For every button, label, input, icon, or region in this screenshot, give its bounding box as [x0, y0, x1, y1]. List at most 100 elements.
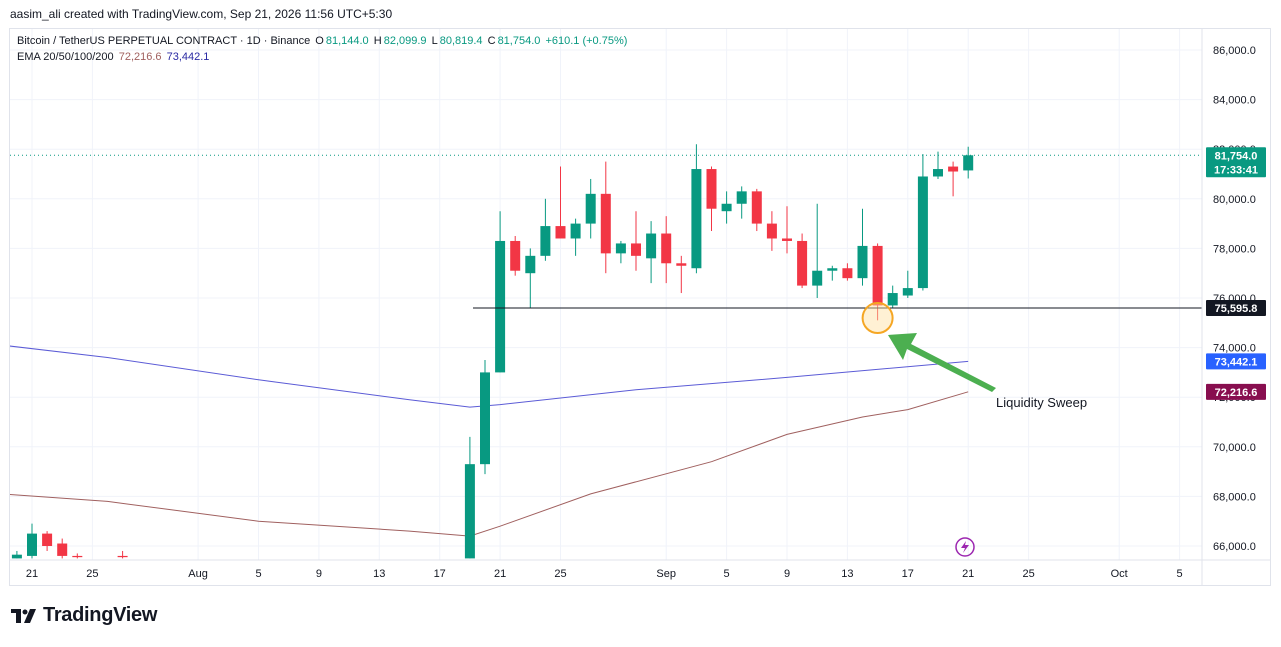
candle	[495, 211, 506, 373]
grid	[10, 29, 1202, 560]
current-price-badge-text: 17:33:41	[1214, 164, 1258, 176]
candle	[812, 203, 823, 298]
candle-body	[631, 243, 641, 256]
level-badge-text: 75,595.8	[1215, 303, 1258, 315]
x-tick-label: 9	[316, 568, 322, 580]
candle-body	[525, 255, 536, 274]
candle	[963, 146, 974, 179]
y-tick-label: 86,000.0	[1213, 45, 1256, 57]
candle-body	[751, 191, 762, 224]
candle	[948, 161, 959, 197]
legend-symbol: Bitcoin / TetherUS PERPETUAL CONTRACT · …	[17, 35, 311, 47]
candle	[555, 166, 566, 239]
x-tick-label: 21	[494, 568, 506, 580]
x-tick-label: 21	[26, 568, 38, 580]
candle	[706, 166, 717, 232]
candle-body	[11, 554, 22, 559]
candle-body	[736, 191, 747, 204]
candle	[11, 550, 22, 559]
candle	[917, 154, 928, 291]
legend-ema: EMA 20/50/100/200 72,216.6 73,442.1	[17, 51, 211, 63]
candle	[540, 198, 551, 261]
candle-body	[540, 226, 551, 256]
x-tick-label: 5	[1177, 568, 1183, 580]
x-tick-label: 25	[86, 568, 98, 580]
ema-brown-badge-text: 72,216.6	[1215, 387, 1258, 399]
level-badge: 75,595.8	[1206, 300, 1266, 317]
axes[interactable]: 66,000.068,000.070,000.072,000.074,000.0…	[10, 29, 1270, 586]
candle	[691, 144, 702, 274]
candle-body	[117, 555, 128, 558]
candle-body	[495, 240, 506, 373]
tradingview-logo-icon	[11, 608, 36, 623]
candle	[631, 211, 641, 271]
candle-body	[570, 223, 581, 239]
level-badge-bg	[1206, 300, 1266, 317]
legend-open-label: O	[315, 35, 324, 47]
candles[interactable]	[11, 144, 974, 559]
candle	[782, 206, 792, 254]
candle-body	[872, 245, 883, 306]
legend-ohlc: Bitcoin / TetherUS PERPETUAL CONTRACT · …	[17, 35, 629, 47]
legend-low-value: 80,819.4	[439, 35, 483, 47]
candle-body	[766, 223, 777, 239]
candle-body	[615, 243, 626, 254]
candle	[872, 243, 883, 321]
candle-body	[480, 372, 490, 465]
x-tick-label: Sep	[656, 568, 676, 580]
sweep-arrow	[888, 333, 996, 392]
chart-frame	[9, 28, 1271, 586]
candle	[661, 216, 672, 284]
sweep-circle	[861, 302, 894, 335]
candle-body	[782, 238, 792, 241]
candle-body	[721, 203, 732, 212]
candle	[797, 233, 808, 289]
candle-body	[706, 169, 717, 209]
candle-body	[827, 268, 838, 271]
replay-icon[interactable]	[955, 537, 975, 557]
x-tick-label: 25	[554, 568, 566, 580]
candle	[525, 248, 536, 308]
candle	[27, 523, 37, 559]
candle	[736, 186, 747, 219]
y-tick-label: 84,000.0	[1213, 95, 1256, 107]
ema-blue-badge: 73,442.1	[1206, 353, 1266, 370]
candle	[117, 550, 128, 559]
candle	[600, 161, 611, 274]
candle-body	[842, 268, 853, 279]
candle	[480, 360, 490, 475]
x-tick-label: 5	[724, 568, 730, 580]
legend-open-value: 81,144.0	[325, 35, 369, 47]
y-tick-label: 70,000.0	[1213, 442, 1256, 454]
chart-caption: aasim_ali created with TradingView.com, …	[10, 7, 393, 21]
ema-brown-badge: 72,216.6	[1206, 383, 1266, 400]
current-price-badge: 81,754.0 17:33:41	[1206, 147, 1266, 178]
candle-body	[72, 555, 83, 558]
x-tick-label: 5	[255, 568, 261, 580]
x-tick-label: Oct	[1111, 568, 1128, 580]
candle-body	[963, 155, 974, 171]
candle	[464, 436, 475, 559]
candle-body	[676, 263, 687, 266]
candle-body	[691, 169, 702, 269]
candle-body	[42, 533, 53, 546]
candle	[827, 265, 838, 281]
candle	[57, 538, 68, 559]
annotation: Liquidity Sweep	[861, 302, 1087, 410]
candle	[751, 188, 762, 232]
candle-body	[555, 226, 566, 239]
x-tick-label: 13	[841, 568, 853, 580]
ema-line	[10, 345, 969, 408]
ema-blue-badge-text: 73,442.1	[1215, 356, 1258, 368]
candle	[902, 270, 913, 298]
legend-high-label: H	[373, 35, 382, 47]
legend-low-label: L	[431, 35, 438, 47]
candle	[42, 531, 53, 551]
candle-body	[917, 176, 928, 289]
ema-line	[10, 391, 969, 537]
candle	[676, 255, 687, 294]
tradingview-logo[interactable]: TradingView	[11, 604, 157, 627]
price-badges: 81,754.0 17:33:41 75,595.8 73,442.1 72,216.6	[1206, 147, 1266, 400]
candle	[570, 218, 581, 256]
